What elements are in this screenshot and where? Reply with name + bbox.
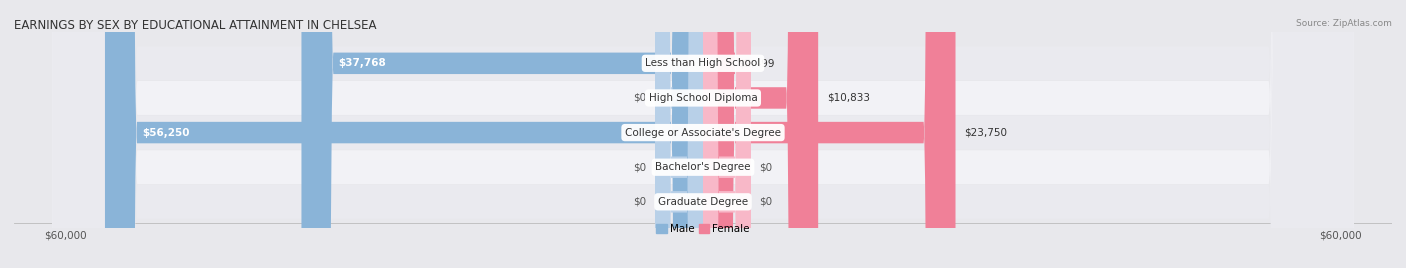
Text: $0: $0 xyxy=(634,162,647,172)
FancyBboxPatch shape xyxy=(703,0,751,268)
FancyBboxPatch shape xyxy=(655,0,703,268)
FancyBboxPatch shape xyxy=(52,0,1354,268)
FancyBboxPatch shape xyxy=(703,0,751,268)
FancyBboxPatch shape xyxy=(655,0,703,268)
FancyBboxPatch shape xyxy=(105,0,703,268)
FancyBboxPatch shape xyxy=(52,0,1354,268)
Text: High School Diploma: High School Diploma xyxy=(648,93,758,103)
Text: Bachelor's Degree: Bachelor's Degree xyxy=(655,162,751,172)
Text: $23,750: $23,750 xyxy=(965,128,1007,137)
Text: EARNINGS BY SEX BY EDUCATIONAL ATTAINMENT IN CHELSEA: EARNINGS BY SEX BY EDUCATIONAL ATTAINMEN… xyxy=(14,19,377,32)
FancyBboxPatch shape xyxy=(703,0,818,268)
FancyBboxPatch shape xyxy=(52,0,1354,268)
Text: $0: $0 xyxy=(634,93,647,103)
FancyBboxPatch shape xyxy=(301,0,703,268)
Text: $2,499: $2,499 xyxy=(738,58,775,68)
Text: $0: $0 xyxy=(759,162,772,172)
Text: $37,768: $37,768 xyxy=(339,58,387,68)
Text: College or Associate's Degree: College or Associate's Degree xyxy=(626,128,780,137)
Legend: Male, Female: Male, Female xyxy=(652,220,754,238)
FancyBboxPatch shape xyxy=(52,0,1354,268)
FancyBboxPatch shape xyxy=(52,0,1354,268)
Text: $10,833: $10,833 xyxy=(827,93,870,103)
Text: $0: $0 xyxy=(759,197,772,207)
FancyBboxPatch shape xyxy=(703,0,956,268)
FancyBboxPatch shape xyxy=(697,0,735,268)
FancyBboxPatch shape xyxy=(655,0,703,268)
Text: Less than High School: Less than High School xyxy=(645,58,761,68)
Text: $0: $0 xyxy=(634,197,647,207)
Text: $56,250: $56,250 xyxy=(142,128,190,137)
Text: Source: ZipAtlas.com: Source: ZipAtlas.com xyxy=(1296,19,1392,28)
Text: Graduate Degree: Graduate Degree xyxy=(658,197,748,207)
